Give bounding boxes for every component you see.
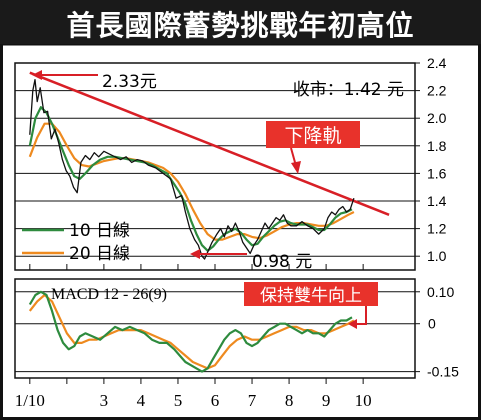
x-tick-label: 4 xyxy=(137,391,146,410)
macd-arrowhead xyxy=(348,319,357,329)
stock-chart: 2.4 2.2 2.0 1.8 1.6 1.4 1.2 1.0 2.33元 收市：1.42 元… xyxy=(0,44,481,420)
legend-label-ma10: 10 日線 xyxy=(69,221,130,241)
macd-badge-bg xyxy=(244,282,378,306)
price-y-tick-label: 1.2 xyxy=(427,221,447,237)
legend-label-ma20: 20 日線 xyxy=(69,244,130,264)
x-tick-label: 5 xyxy=(174,391,183,410)
outer-border xyxy=(0,44,481,420)
price-y-tick-label: 1.0 xyxy=(427,248,447,264)
price-y-tick-label: 2.0 xyxy=(427,110,447,126)
macd-title: MACD 12 - 26(9) xyxy=(51,286,167,303)
price-y-tick-label: 1.6 xyxy=(427,165,447,181)
macd-series-group xyxy=(28,290,355,373)
trend-badge: 下降軌 xyxy=(266,121,360,174)
trend-arrowhead xyxy=(291,161,301,174)
macd-panel: 0.10 0 -0.15 MACD 12 - 26(9) 保持雙牛向上 xyxy=(14,278,459,380)
high-arrowhead xyxy=(32,70,42,80)
title-bar: 首長國際蓄勢挑戰年初高位 xyxy=(0,0,481,44)
low-annotation: 0.98 元 xyxy=(190,249,312,272)
macd-badge-text: 保持雙牛向上 xyxy=(260,286,362,306)
trend-badge-text: 下降軌 xyxy=(284,125,341,147)
high-annotation: 2.33元 xyxy=(32,70,157,92)
x-tick-label: 8 xyxy=(285,391,294,410)
macd-y-tick-label: 0.10 xyxy=(427,284,454,300)
macd-y-tick-label: 0 xyxy=(428,316,436,332)
macd-badge: 保持雙牛向上 xyxy=(244,282,378,329)
x-tick-label: 7 xyxy=(248,391,257,410)
price-y-tick-label: 2.2 xyxy=(427,83,447,99)
x-axis: 1/10 3 4 5 6 7 8 9 10 xyxy=(15,264,372,410)
price-line xyxy=(29,78,355,260)
x-tick-label: 6 xyxy=(211,391,220,410)
x-tick-label: 1/10 xyxy=(15,391,45,410)
x-tick-label: 3 xyxy=(100,391,109,410)
price-series-group xyxy=(28,78,355,260)
legend: 10 日線 20 日線 xyxy=(22,221,130,264)
price-gridlines xyxy=(15,90,415,257)
x-tick-label: 10 xyxy=(355,391,372,410)
macd-arrow xyxy=(356,306,367,325)
macd-y-tick-label: -0.15 xyxy=(427,364,459,380)
price-y-tick-label: 1.4 xyxy=(427,193,447,209)
downtrend-line xyxy=(29,71,390,216)
macd-line xyxy=(28,290,353,373)
close-label: 收市：1.42 元 xyxy=(293,80,404,100)
chart-title: 首長國際蓄勢挑戰年初高位 xyxy=(66,9,415,42)
price-y-tick-label: 2.4 xyxy=(427,55,447,71)
price-y-axis: 2.4 2.2 2.0 1.8 1.6 1.4 1.2 1.0 xyxy=(415,55,447,264)
x-tick-label: 9 xyxy=(322,391,331,410)
signal-line xyxy=(28,293,355,370)
trend-badge-bg xyxy=(266,121,360,148)
ma10-line xyxy=(28,106,353,252)
macd-y-axis: 0.10 0 -0.15 xyxy=(415,284,459,380)
ma20-line xyxy=(28,122,355,241)
low-arrowhead xyxy=(190,249,200,259)
low-label: 0.98 元 xyxy=(252,252,312,272)
high-label: 2.33元 xyxy=(102,72,157,92)
price-panel: 2.4 2.2 2.0 1.8 1.6 1.4 1.2 1.0 2.33元 收市：1.42 元… xyxy=(14,55,447,272)
price-y-tick-label: 1.8 xyxy=(427,138,447,154)
